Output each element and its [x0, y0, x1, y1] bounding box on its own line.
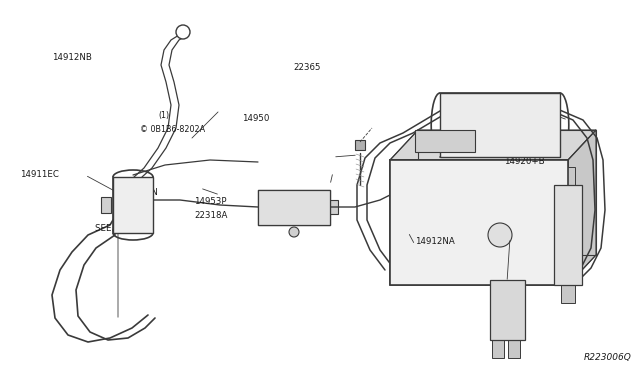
- Polygon shape: [113, 177, 153, 233]
- Polygon shape: [415, 130, 475, 152]
- Circle shape: [289, 227, 299, 237]
- Bar: [101, 197, 111, 213]
- Circle shape: [557, 204, 579, 226]
- Circle shape: [456, 137, 464, 145]
- Bar: [508, 340, 520, 358]
- Bar: [330, 200, 338, 214]
- Polygon shape: [568, 130, 596, 285]
- Text: 14953N: 14953N: [124, 188, 157, 197]
- Polygon shape: [440, 93, 560, 157]
- Bar: [540, 207, 554, 217]
- Bar: [561, 167, 575, 185]
- Circle shape: [488, 223, 512, 247]
- Polygon shape: [390, 160, 568, 285]
- Circle shape: [123, 195, 143, 215]
- Circle shape: [176, 25, 190, 39]
- Bar: [355, 140, 365, 150]
- Text: 14920+B: 14920+B: [504, 157, 545, 166]
- Polygon shape: [554, 185, 582, 285]
- Polygon shape: [390, 130, 596, 160]
- Circle shape: [501, 289, 513, 301]
- Text: SEE SEC.173: SEE SEC.173: [95, 224, 150, 233]
- Polygon shape: [490, 280, 525, 340]
- Text: © 0B1B6-8202A: © 0B1B6-8202A: [140, 125, 205, 134]
- Text: 22365: 22365: [293, 63, 321, 72]
- Text: 14911EC: 14911EC: [20, 170, 60, 179]
- Text: 14912NB: 14912NB: [52, 53, 92, 62]
- Text: 14953P: 14953P: [194, 198, 227, 206]
- Bar: [492, 340, 504, 358]
- Bar: [540, 250, 554, 260]
- Text: R223006Q: R223006Q: [584, 353, 632, 362]
- Circle shape: [559, 246, 577, 264]
- Text: (1): (1): [159, 111, 170, 120]
- Polygon shape: [258, 190, 330, 225]
- Text: 14950: 14950: [242, 114, 269, 123]
- Circle shape: [426, 137, 434, 145]
- Bar: [561, 285, 575, 303]
- Text: 22318A: 22318A: [194, 211, 227, 219]
- Text: 14912NA: 14912NA: [415, 237, 454, 246]
